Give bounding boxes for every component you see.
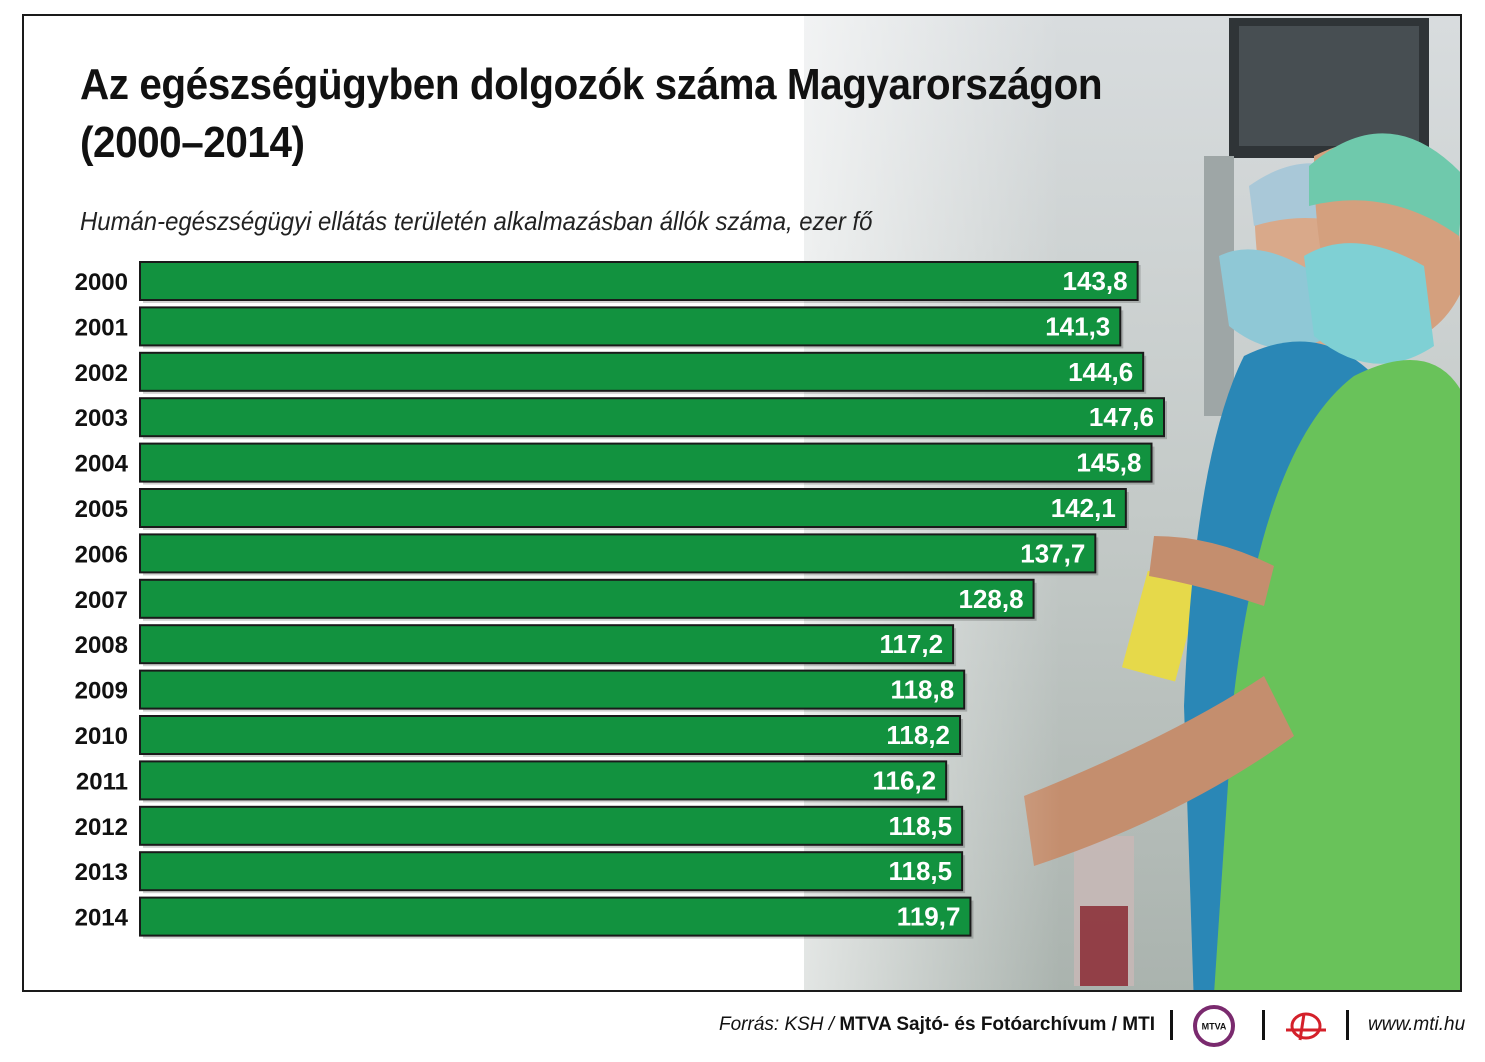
bar-chart: 143,8 2000 141,3 2001 144,6 2002 147,6 2003 145,… xyxy=(75,261,1167,939)
year-tick-label: 2013 xyxy=(75,859,128,886)
year-tick-label: 2003 xyxy=(75,405,128,432)
infographic-frame: Az egészségügyben dolgozók száma Magyaro… xyxy=(22,14,1462,992)
bar-group: 117,2 2008 xyxy=(75,624,957,667)
bar xyxy=(139,442,1153,483)
bar-group: 119,7 2014 xyxy=(75,896,974,939)
chart-subtitle: Humán-egészségügyi ellátás területén alk… xyxy=(80,206,873,236)
mti-logo-icon xyxy=(1286,1012,1326,1041)
year-tick-label: 2005 xyxy=(75,496,128,523)
bar xyxy=(139,669,966,710)
chart-title-line1: Az egészségügyben dolgozók száma Magyaro… xyxy=(80,60,1103,109)
year-tick-label: 2006 xyxy=(75,541,128,568)
footer-separator xyxy=(1346,1010,1349,1040)
bar xyxy=(139,397,1165,438)
bar-group: 116,2 2011 xyxy=(76,760,950,803)
mtva-logo-icon: MTVA xyxy=(1193,1005,1235,1047)
bar-group: 137,7 2006 xyxy=(75,533,1099,576)
bar xyxy=(139,624,955,665)
bar-value-label: 137,7 xyxy=(1020,538,1085,568)
bar xyxy=(139,760,948,801)
bar-group: 144,6 2002 xyxy=(75,351,1147,394)
footer-separator xyxy=(1170,1010,1173,1040)
bar-value-label: 144,6 xyxy=(1068,357,1133,387)
year-tick-label: 2011 xyxy=(76,768,128,795)
bar-group: 128,8 2007 xyxy=(75,578,1037,621)
mtva-logo-text: MTVA xyxy=(1202,1022,1227,1032)
bar xyxy=(139,306,1122,347)
bar-value-label: 143,8 xyxy=(1063,266,1128,296)
bar-value-label: 141,3 xyxy=(1045,311,1110,341)
bar-value-label: 118,5 xyxy=(888,811,952,841)
bar xyxy=(139,896,972,937)
bar-group: 118,2 2010 xyxy=(75,715,964,757)
year-tick-label: 2004 xyxy=(75,451,129,478)
bar-group: 118,5 2012 xyxy=(75,805,966,848)
bar-group: 141,3 2001 xyxy=(75,306,1124,349)
bar-value-label: 117,2 xyxy=(879,629,943,659)
bar xyxy=(139,351,1145,392)
bar-group: 145,8 2004 xyxy=(75,442,1155,485)
year-tick-label: 2001 xyxy=(75,314,128,341)
year-tick-label: 2000 xyxy=(75,269,128,296)
bar xyxy=(139,805,964,846)
year-tick-label: 2014 xyxy=(75,905,129,932)
website-link[interactable]: www.mti.hu xyxy=(1368,1014,1466,1035)
bar-group: 118,5 2013 xyxy=(75,851,966,894)
bar-group: 147,6 2003 xyxy=(75,397,1167,440)
bar-value-label: 128,8 xyxy=(958,584,1023,614)
bar xyxy=(139,851,964,892)
bar xyxy=(139,715,962,755)
bar-value-label: 145,8 xyxy=(1076,448,1141,478)
bar xyxy=(139,578,1035,619)
bar xyxy=(139,261,1139,301)
year-tick-label: 2002 xyxy=(75,360,128,387)
bar-value-label: 147,6 xyxy=(1089,402,1154,432)
footer: Forrás: KSH / MTVA Sajtó- és Fotóarchívu… xyxy=(0,998,1485,1058)
year-tick-label: 2008 xyxy=(75,632,128,659)
bar-group: 142,1 2005 xyxy=(75,488,1129,530)
year-tick-label: 2009 xyxy=(75,678,128,705)
bar-value-label: 116,2 xyxy=(873,765,937,795)
bar xyxy=(139,488,1127,528)
year-tick-label: 2007 xyxy=(75,587,128,614)
source-org: MTVA Sajtó- és Fotóarchívum / MTI xyxy=(839,1014,1155,1035)
chart-title-line2: (2000–2014) xyxy=(80,118,305,167)
bar-value-label: 118,5 xyxy=(888,856,952,886)
bar-value-label: 118,2 xyxy=(886,720,950,750)
bar-group: 118,8 2009 xyxy=(75,669,968,712)
source-prefix: Forrás: KSH / xyxy=(719,1014,840,1035)
bar-value-label: 118,8 xyxy=(891,675,955,705)
source-credit: Forrás: KSH / MTVA Sajtó- és Fotóarchívu… xyxy=(719,1014,1155,1036)
bar-value-label: 142,1 xyxy=(1051,493,1116,523)
chart-title: Az egészségügyben dolgozók száma Magyaro… xyxy=(80,56,1103,172)
bar-group: 143,8 2000 xyxy=(75,261,1141,303)
bar xyxy=(139,533,1097,574)
year-tick-label: 2010 xyxy=(75,723,128,750)
year-tick-label: 2012 xyxy=(75,814,128,841)
footer-separator xyxy=(1262,1010,1265,1040)
bar-value-label: 119,7 xyxy=(897,902,961,932)
